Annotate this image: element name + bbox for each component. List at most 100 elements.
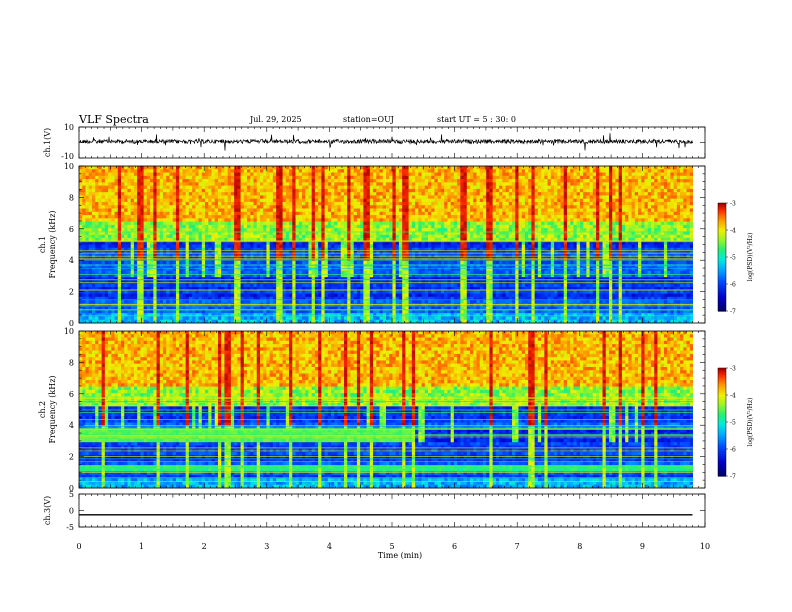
spectrogram-cell <box>382 175 387 180</box>
spectrogram-cell <box>579 228 584 232</box>
spectrogram-cell <box>576 195 581 200</box>
spectrogram-cell <box>405 188 410 193</box>
spectrogram-cell <box>137 247 141 252</box>
spectrogram-cell <box>285 201 290 206</box>
spectrogram-cell <box>169 175 174 180</box>
spectrogram-cell <box>182 192 187 196</box>
spectrogram-cell <box>512 205 516 209</box>
spectrogram-cell <box>495 205 500 209</box>
spectrogram-cell <box>583 169 587 173</box>
spectrogram-cell <box>395 228 400 232</box>
spectrogram-cell <box>266 185 271 190</box>
spectrogram-cell <box>473 175 477 180</box>
spectrogram-cell <box>327 237 332 242</box>
spectrogram-cell <box>631 169 636 173</box>
spectrogram-cell <box>583 218 587 222</box>
spectrogram-cell <box>408 234 413 239</box>
spectrogram-cell <box>379 241 384 245</box>
spectrogram-cell <box>521 218 526 222</box>
spectrogram-cell <box>628 228 632 232</box>
spectrogram-cell <box>502 195 506 200</box>
spectrogram-cell <box>489 175 494 180</box>
spectrogram-cell <box>453 234 458 239</box>
spectrogram-cell <box>98 179 103 183</box>
spectrogram-cell <box>583 211 587 216</box>
spectrogram-cell <box>654 215 658 219</box>
spectrogram-cell <box>541 198 545 203</box>
spectrogram-cell <box>486 195 490 200</box>
spectrogram-cell <box>276 188 280 193</box>
spectrogram-cell <box>121 182 125 187</box>
spectrogram-cell <box>221 244 225 249</box>
spectrogram-cell <box>476 188 481 193</box>
spectrogram-cell <box>185 228 190 232</box>
spectrogram-cell <box>214 198 219 203</box>
spectrogram-cell <box>311 237 316 242</box>
spectrogram-cell <box>570 166 574 170</box>
spectrogram-cell <box>657 221 662 226</box>
spectrogram-cell <box>586 192 590 196</box>
spectrogram-cell <box>250 169 254 173</box>
spectrogram-cell <box>608 244 613 249</box>
spectrogram-cell <box>263 228 267 232</box>
spectrogram-cell <box>641 172 645 177</box>
spectrogram-cell <box>104 179 109 183</box>
spectrogram-cell <box>234 205 238 209</box>
spectrogram-cell <box>450 215 455 219</box>
spectrogram-cell <box>479 237 484 242</box>
spectrogram-cell <box>431 205 435 209</box>
spectrogram-cell <box>531 182 536 187</box>
spectrogram-cell <box>473 231 477 236</box>
spectrogram-cell <box>337 234 342 239</box>
spectrogram-cell <box>596 188 600 193</box>
spectrogram-cell <box>680 244 684 249</box>
spectrogram-cell <box>618 205 623 209</box>
spectrogram-cell <box>615 185 620 190</box>
spectrogram-cell <box>470 205 474 209</box>
spectrogram-cell <box>608 208 613 213</box>
spectrogram-cell <box>153 247 157 252</box>
spectrogram-cell <box>502 188 506 193</box>
spectrogram-cell <box>205 182 209 187</box>
spectrogram-cell <box>133 228 138 232</box>
spectrogram-cell <box>502 201 506 206</box>
spectrogram-cell <box>547 198 552 203</box>
spectrogram-cell <box>198 211 203 216</box>
spectrogram-cell <box>466 188 471 193</box>
spectrogram-cell <box>108 169 112 173</box>
spectrogram-cell <box>243 188 248 193</box>
spectrogram-cell <box>301 244 306 249</box>
spectrogram-cell <box>440 215 445 219</box>
spectrogram-cell <box>566 198 571 203</box>
spectrogram-cell <box>150 234 154 239</box>
spectrogram-cell <box>230 195 235 200</box>
spectrogram-cell <box>686 175 691 180</box>
spectrogram-cell <box>172 175 177 180</box>
spectrogram-cell <box>169 221 174 226</box>
spectrogram-cell <box>460 244 464 249</box>
spectrogram-cell <box>502 205 506 209</box>
spectrogram-cell <box>321 244 325 249</box>
spectrogram-cell <box>440 208 445 213</box>
spectrogram-cell <box>499 188 503 193</box>
spectrogram-cell <box>85 208 90 213</box>
spectrogram-cell <box>108 221 112 226</box>
spectrogram-cell <box>631 215 636 219</box>
spectrogram-cell <box>521 205 526 209</box>
spectrogram-cell <box>240 231 245 236</box>
spectrogram-cell <box>512 179 516 183</box>
spectrogram-cell <box>363 208 368 213</box>
spectrogram-cell <box>447 185 452 190</box>
spectrogram-cell <box>492 169 497 173</box>
spectrogram-cell <box>479 201 484 206</box>
spectrogram-cell <box>673 237 678 242</box>
spectrogram-cell <box>489 218 494 222</box>
spectrogram-cell <box>644 188 649 193</box>
spectrogram-cell <box>602 192 607 196</box>
spectrogram-cell <box>670 166 675 170</box>
spectrogram-cell <box>625 224 629 229</box>
spectrogram-cell <box>360 218 364 222</box>
spectrogram-cell <box>492 198 497 203</box>
spectrogram-cell <box>292 166 296 170</box>
spectrogram-cell <box>150 231 154 236</box>
